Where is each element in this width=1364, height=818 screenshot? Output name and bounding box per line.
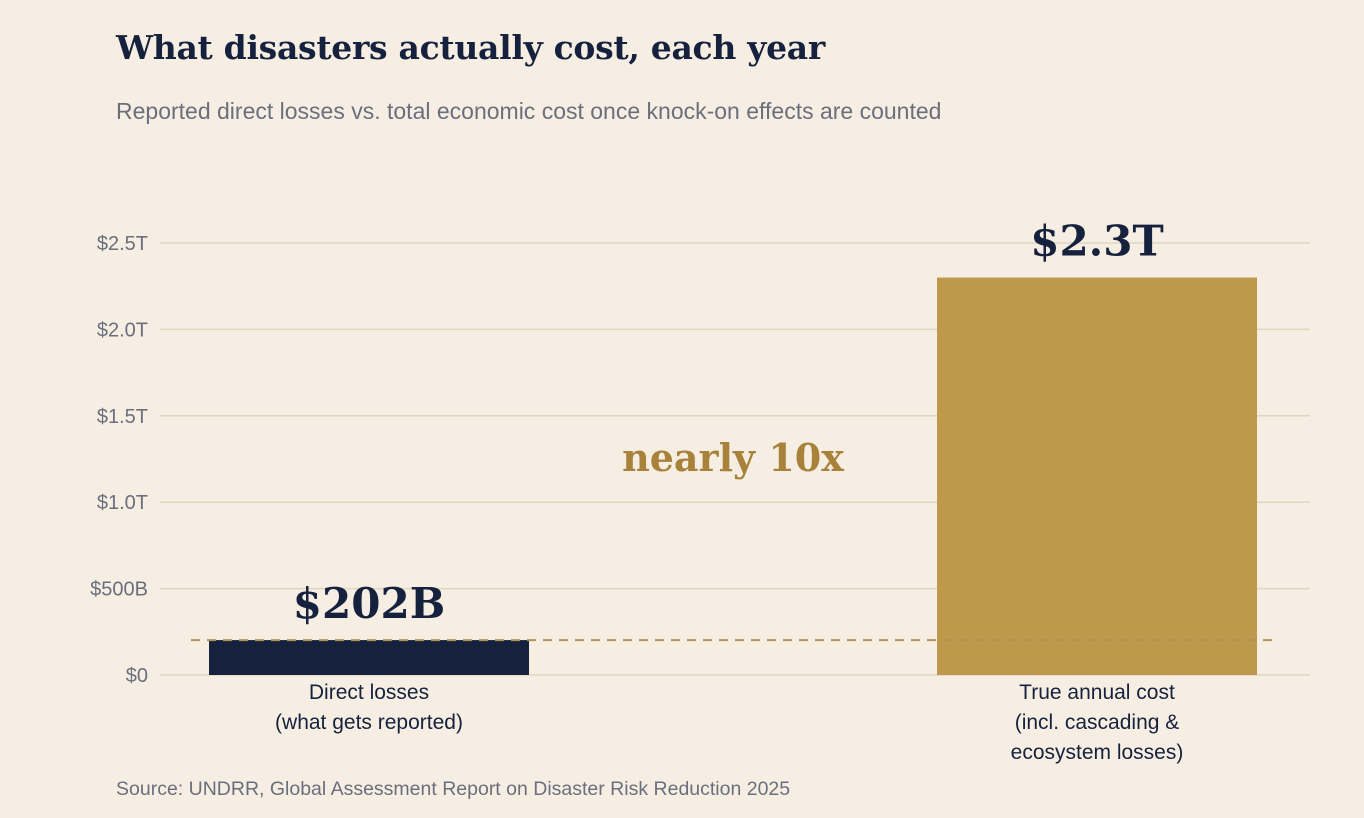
bar xyxy=(209,640,529,675)
category-label: Direct losses (what gets reported) xyxy=(275,681,463,734)
labels: $202B Direct losses (what gets reported) $2… xyxy=(275,217,1183,764)
value-label: $2.3T xyxy=(1030,217,1164,266)
y-tick-label: $500B xyxy=(90,579,148,601)
y-tick-label: $1.5T xyxy=(97,406,148,428)
y-tick-label: $2.0T xyxy=(97,319,148,341)
y-tick-label: $0 xyxy=(126,665,148,687)
y-tick-label: $2.5T xyxy=(97,233,148,255)
bar xyxy=(937,277,1257,675)
chart-title: What disasters actually cost, each year xyxy=(116,28,825,67)
y-tick-label: $1.0T xyxy=(97,492,148,514)
bars xyxy=(209,277,1257,675)
y-axis-ticks: $0 $500B $1.0T $1.5T $2.0T $2.5T xyxy=(90,233,148,687)
ratio-annotation: nearly 10x xyxy=(622,435,844,480)
chart-source: Source: UNDRR, Global Assessment Report … xyxy=(116,778,791,800)
chart-subtitle: Reported direct losses vs. total economi… xyxy=(116,98,942,124)
category-label: True annual cost (incl. cascading & ecosys… xyxy=(1011,681,1184,764)
value-label: $202B xyxy=(293,579,445,628)
